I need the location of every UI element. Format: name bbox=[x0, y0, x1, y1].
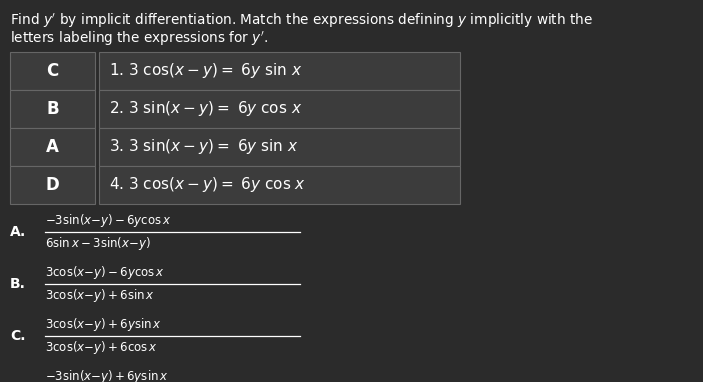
Text: $-3\sin(x{-}y)-6y\cos x$: $-3\sin(x{-}y)-6y\cos x$ bbox=[45, 212, 172, 229]
Bar bbox=[99, 166, 460, 204]
Bar bbox=[10, 52, 95, 90]
Text: C: C bbox=[46, 62, 58, 80]
Text: D: D bbox=[46, 176, 59, 194]
Text: 3. 3 sin$(x - y) = $ 6$y$ sin $x$: 3. 3 sin$(x - y) = $ 6$y$ sin $x$ bbox=[109, 138, 299, 157]
Text: $3\cos(x{-}y)+6\cos x$: $3\cos(x{-}y)+6\cos x$ bbox=[45, 339, 157, 356]
Text: 2. 3 sin$(x - y) = $ 6$y$ cos $x$: 2. 3 sin$(x - y) = $ 6$y$ cos $x$ bbox=[109, 99, 302, 118]
Text: Find $y'$ by implicit differentiation. Match the expressions defining $y$ implic: Find $y'$ by implicit differentiation. M… bbox=[10, 12, 593, 30]
Bar bbox=[99, 52, 460, 90]
Text: A: A bbox=[46, 138, 59, 156]
Text: A.: A. bbox=[10, 225, 26, 239]
Bar bbox=[10, 166, 95, 204]
Text: letters labeling the expressions for $y'$.: letters labeling the expressions for $y'… bbox=[10, 30, 269, 48]
Text: $3\cos(x{-}y)-6y\cos x$: $3\cos(x{-}y)-6y\cos x$ bbox=[45, 264, 165, 281]
Text: 4. 3 cos$(x - y) = $ 6$y$ cos $x$: 4. 3 cos$(x - y) = $ 6$y$ cos $x$ bbox=[109, 175, 306, 194]
Text: D.: D. bbox=[10, 381, 27, 382]
Text: $-3\sin(x{-}y)+6y\sin x$: $-3\sin(x{-}y)+6y\sin x$ bbox=[45, 368, 169, 382]
Bar bbox=[99, 128, 460, 166]
Bar bbox=[10, 128, 95, 166]
Bar bbox=[10, 90, 95, 128]
Text: B.: B. bbox=[10, 277, 26, 291]
Text: $3\cos(x{-}y)+6y\sin x$: $3\cos(x{-}y)+6y\sin x$ bbox=[45, 316, 162, 333]
Text: $3\cos(x{-}y)+6\sin x$: $3\cos(x{-}y)+6\sin x$ bbox=[45, 287, 155, 304]
Bar bbox=[99, 90, 460, 128]
Text: 1. 3 cos$(x - y) = $ 6$y$ sin $x$: 1. 3 cos$(x - y) = $ 6$y$ sin $x$ bbox=[109, 62, 302, 81]
Text: C.: C. bbox=[10, 329, 25, 343]
Text: B: B bbox=[46, 100, 59, 118]
Text: $6\sin x-3\sin(x{-}y)$: $6\sin x-3\sin(x{-}y)$ bbox=[45, 235, 151, 252]
